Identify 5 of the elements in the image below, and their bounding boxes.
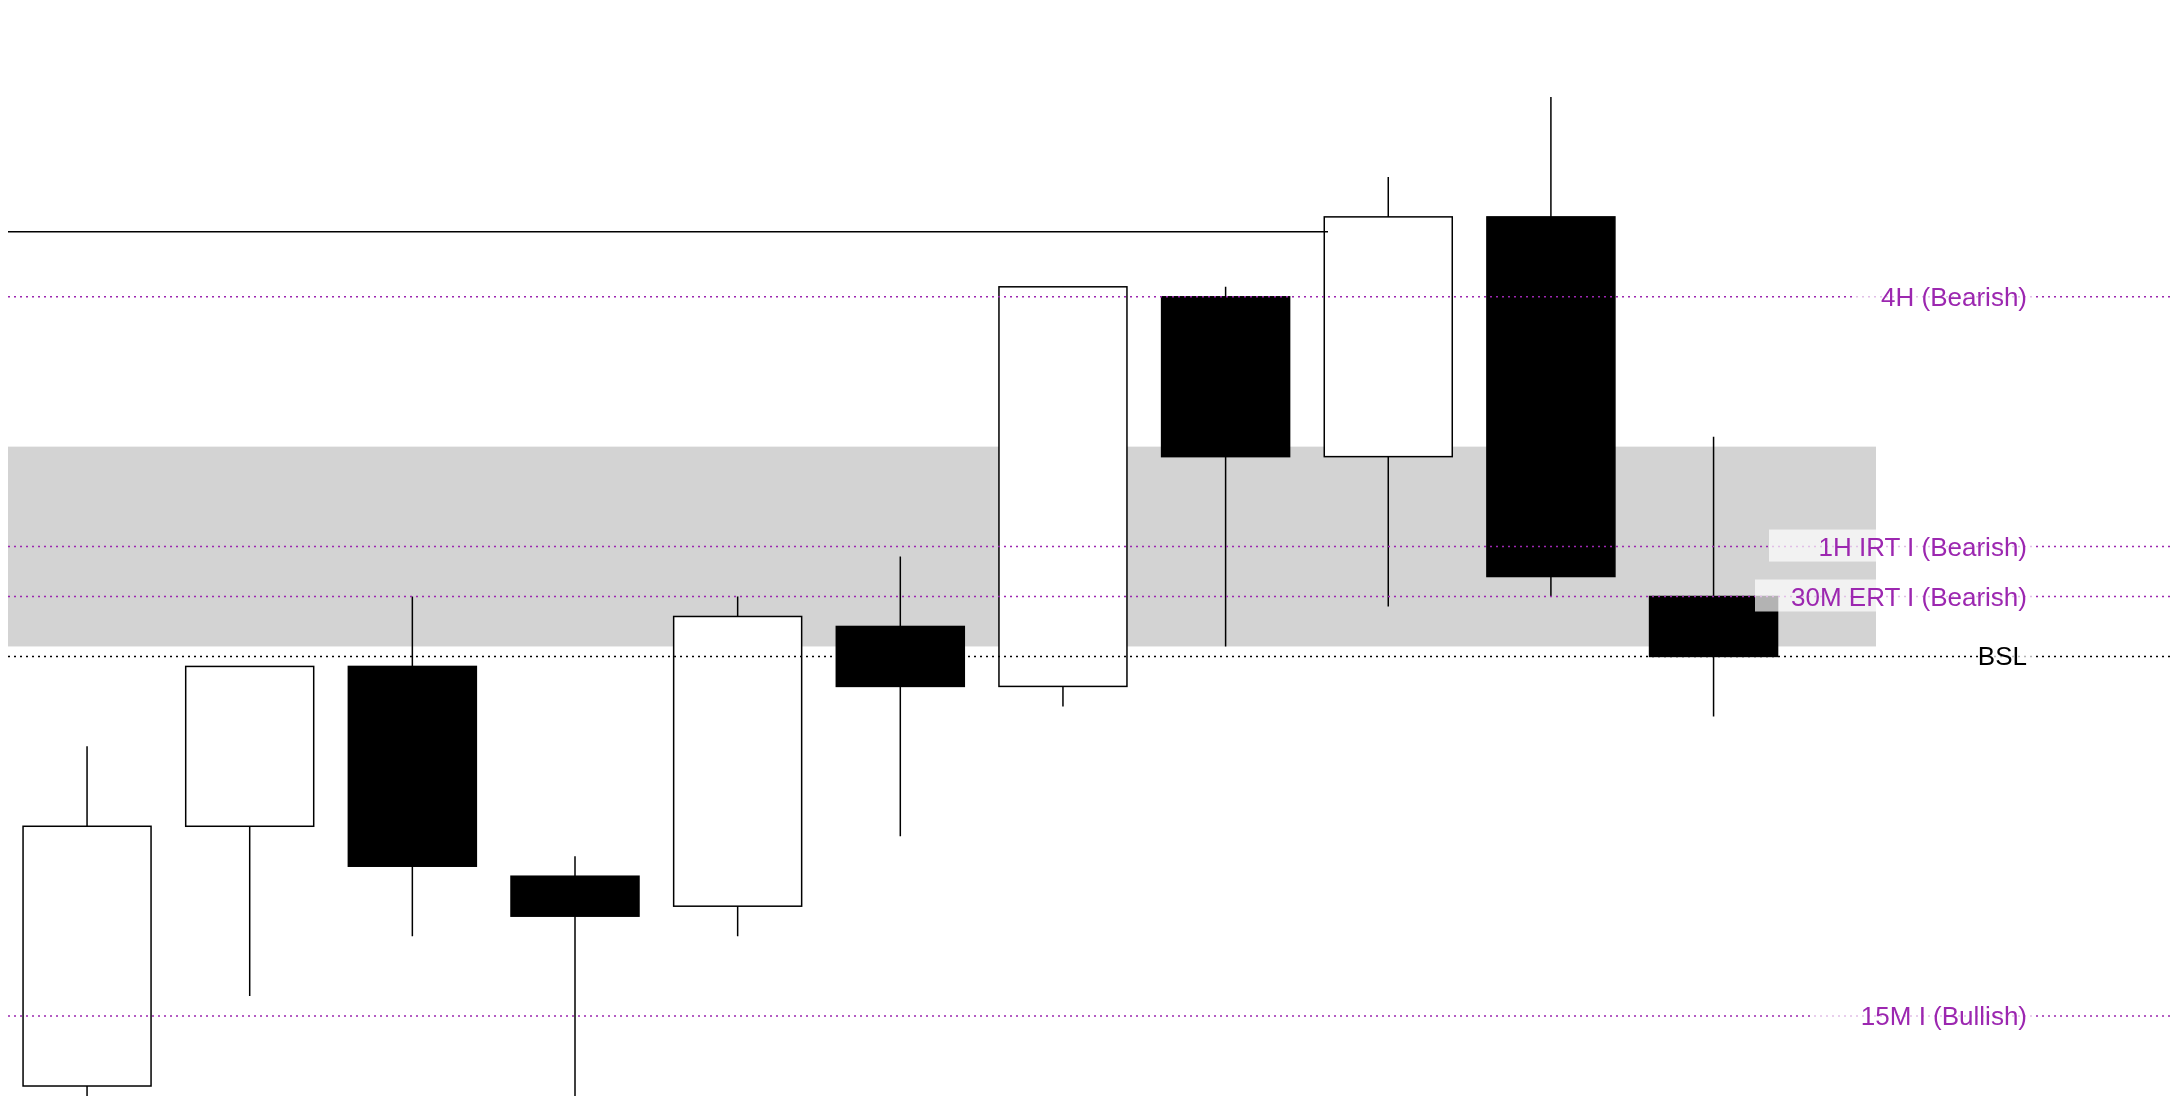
ref-line-label: 1H IRT I (Bearish) xyxy=(1818,531,2027,562)
ref-line-label: BSL xyxy=(1977,641,2027,672)
ref-line-label: 30M ERT I (Bearish) xyxy=(1790,581,2027,612)
ref-line-label: 15M I (Bullish) xyxy=(1860,1001,2027,1032)
ref-line-label: 4H (Bearish) xyxy=(1881,281,2027,312)
